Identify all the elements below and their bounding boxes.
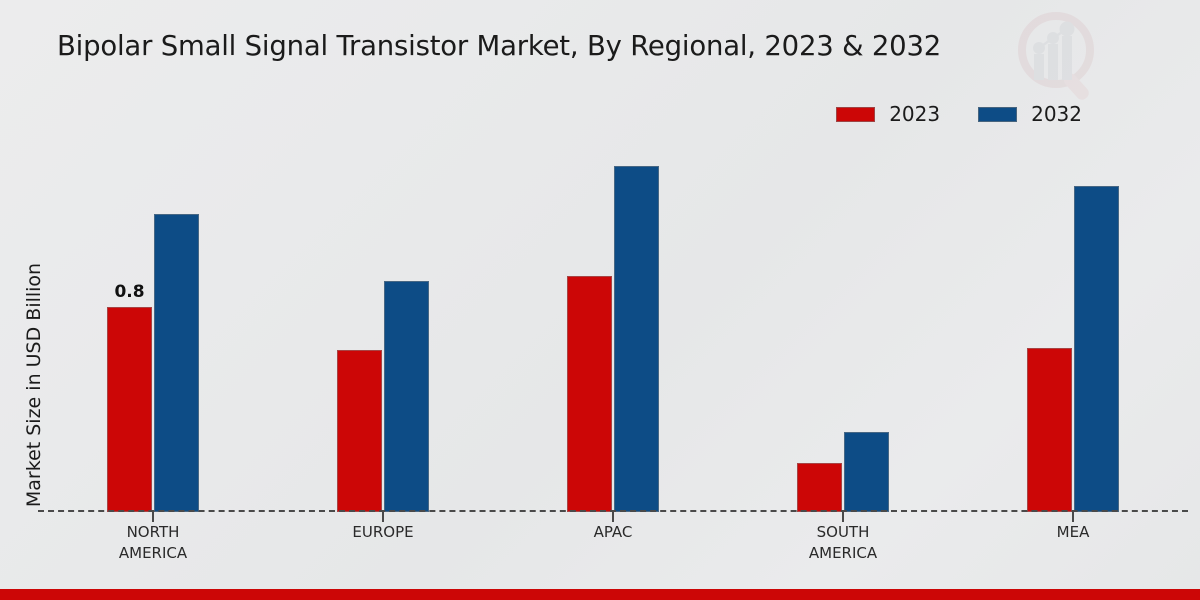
x-axis-label-line: NORTH xyxy=(126,523,180,541)
x-axis-label-north-america: NORTH AMERICA xyxy=(119,522,187,564)
x-axis-label-line: SOUTH xyxy=(816,523,870,541)
x-axis-tick xyxy=(152,512,154,522)
bar-group-mea: MEA xyxy=(958,140,1188,541)
legend-item-2023[interactable]: 2023 xyxy=(836,102,940,126)
footer-band xyxy=(0,589,1200,600)
bar-apac-2032[interactable] xyxy=(614,165,659,512)
x-axis-label-europe: EUROPE xyxy=(352,522,413,543)
x-axis-tick xyxy=(842,512,844,522)
bar-north-america-2023[interactable]: 0.8 xyxy=(107,282,152,512)
x-axis-tick xyxy=(1072,512,1074,522)
bar-group-apac: APAC xyxy=(498,140,728,541)
x-axis-label-apac: APAC xyxy=(594,522,633,543)
x-axis-label-line: APAC xyxy=(593,523,633,541)
bar-pair xyxy=(567,165,659,512)
bar-europe-2032[interactable] xyxy=(384,281,429,512)
bar-south-america-2032[interactable] xyxy=(844,432,889,512)
x-axis-tick xyxy=(612,512,614,522)
legend-label-2032: 2032 xyxy=(1031,102,1082,126)
bar-group-south-america: SOUTH AMERICA xyxy=(728,140,958,562)
x-axis-tick xyxy=(382,512,384,522)
bar-group-north-america: 0.8 NORTH AMERICA xyxy=(38,140,268,562)
bar-pair xyxy=(797,432,889,512)
legend-swatch-2023 xyxy=(836,106,876,122)
bar-pair xyxy=(337,281,429,512)
x-axis-label-line: MEA xyxy=(1056,523,1090,541)
bar-apac-2023[interactable] xyxy=(567,275,612,512)
chart-legend: 2023 2032 xyxy=(836,102,1082,126)
bar-mea-2032[interactable] xyxy=(1074,186,1119,512)
x-axis-label-line: AMERICA xyxy=(118,544,188,562)
x-axis-label-mea: MEA xyxy=(1057,522,1090,543)
bar-pair: 0.8 xyxy=(107,214,199,512)
legend-item-2032[interactable]: 2032 xyxy=(978,102,1082,126)
bar-value-label: 0.8 xyxy=(114,281,145,302)
legend-swatch-2032 xyxy=(978,106,1018,122)
bar-north-america-2032[interactable] xyxy=(154,214,199,512)
bar-mea-2023[interactable] xyxy=(1027,347,1072,512)
watermark-logo xyxy=(1012,8,1104,108)
plot-area: 0.8 NORTH AMERICA EUROPE APAC SOUTH AMERICA MEA xyxy=(38,140,1188,562)
x-axis-baseline xyxy=(38,510,1188,512)
bar-pair xyxy=(1027,186,1119,512)
page-title: Bipolar Small Signal Transistor Market, … xyxy=(57,30,942,62)
bar-groups: 0.8 NORTH AMERICA EUROPE APAC SOUTH AMERICA MEA xyxy=(38,140,1188,562)
bar-group-europe: EUROPE xyxy=(268,140,498,541)
bar-europe-2023[interactable] xyxy=(337,350,382,512)
legend-label-2023: 2023 xyxy=(889,102,941,126)
x-axis-label-line: EUROPE xyxy=(352,523,414,541)
x-axis-label-line: AMERICA xyxy=(808,544,878,562)
bar-south-america-2023[interactable] xyxy=(797,463,842,512)
x-axis-label-south-america: SOUTH AMERICA xyxy=(809,522,877,564)
